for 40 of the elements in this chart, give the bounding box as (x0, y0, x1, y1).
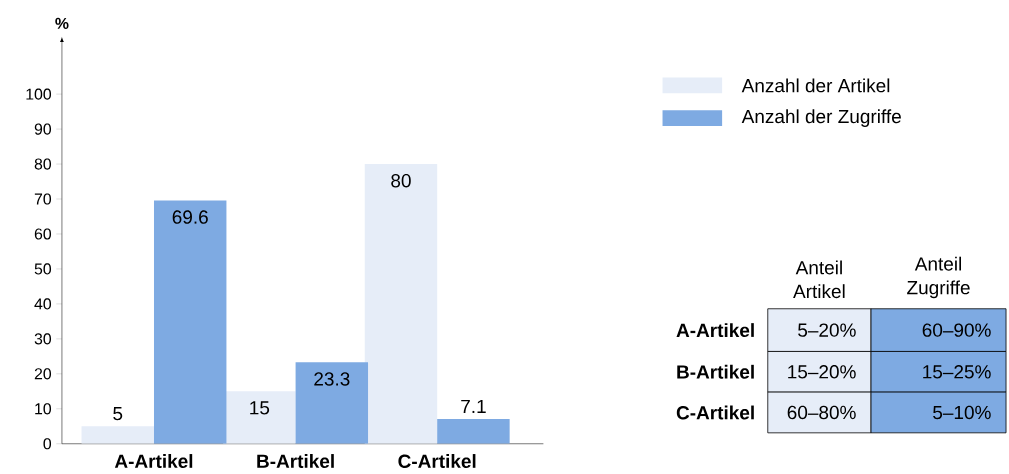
data-label: 80 (391, 174, 411, 188)
data-label: 5 (113, 407, 123, 421)
text: 5–10% (933, 406, 991, 420)
text: 15–25% (923, 365, 991, 379)
text: 15–20% (788, 365, 856, 379)
text: 5–20% (798, 323, 856, 338)
legend-label: Anzahl der Artikel (741, 78, 890, 93)
text: 60–80% (787, 406, 856, 420)
data-label: 7.1 (461, 400, 486, 414)
x-tick-label: C-Artikel (398, 454, 476, 469)
y-tick-label: 50 (34, 263, 52, 275)
y-tick-label: 30 (34, 333, 52, 345)
bar (153, 200, 227, 444)
y-tick-label: 60 (34, 228, 52, 240)
category-label: C-Artikel (676, 405, 754, 420)
bar (295, 362, 369, 444)
category-label: A-Artikel (676, 323, 754, 338)
y-tick-label: 10 (35, 403, 52, 415)
data-label: 15 (250, 401, 270, 415)
y-tick-label: 100 (26, 88, 52, 100)
data-label: 69.6 (172, 210, 208, 225)
x-tick-label: A-Artikel (114, 454, 193, 469)
data-label: 23.3 (314, 372, 350, 386)
text: 60–90% (922, 323, 991, 338)
bar (364, 164, 438, 444)
legend-label: Anzahl der Zugriffe (741, 109, 901, 128)
y-tick-label: 70 (34, 193, 52, 205)
x-tick-label: B-Artikel (257, 454, 334, 469)
y-tick-label: 0 (43, 438, 52, 450)
bar (81, 426, 154, 444)
category-label: Anteil Zugriffe (907, 256, 970, 299)
y-tick-label: 80 (34, 158, 52, 170)
category-label: B-Artikel (677, 365, 754, 379)
y-tick-label: 20 (34, 368, 52, 380)
bar (437, 419, 510, 444)
y-tick-label: 40 (34, 298, 52, 310)
category-label: Anteil Artikel (793, 260, 845, 299)
y-axis-title: % (55, 18, 69, 30)
y-tick-label: 90 (34, 123, 52, 135)
bar (223, 391, 296, 444)
